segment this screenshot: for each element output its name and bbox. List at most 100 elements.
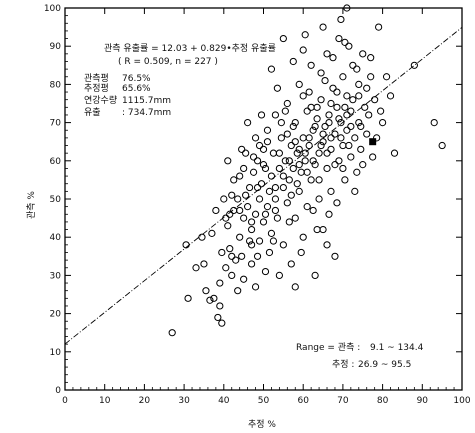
data-point	[261, 267, 270, 276]
data-point	[323, 50, 331, 58]
data-point	[224, 222, 232, 230]
data-point	[325, 210, 333, 218]
data-point	[208, 229, 216, 237]
data-point	[210, 294, 218, 302]
y-axis-label: 관측 %	[26, 191, 37, 219]
data-point	[323, 149, 331, 157]
data-point	[351, 187, 359, 195]
data-point	[309, 157, 317, 165]
data-point	[279, 241, 287, 249]
data-point	[331, 252, 339, 260]
y-tick-label: 40	[50, 233, 62, 243]
data-point	[382, 73, 391, 81]
data-point	[291, 283, 299, 291]
data-point	[236, 172, 244, 180]
data-point	[357, 145, 365, 153]
data-point	[303, 203, 311, 211]
data-point	[281, 157, 289, 165]
data-point	[230, 176, 238, 184]
data-point	[242, 149, 250, 157]
data-point	[305, 88, 313, 96]
data-point	[295, 80, 303, 89]
data-point	[323, 164, 331, 173]
data-point	[295, 161, 303, 169]
data-point	[386, 92, 395, 100]
data-point	[313, 115, 321, 123]
data-point	[301, 31, 309, 39]
data-point	[379, 119, 387, 127]
data-point	[168, 329, 176, 337]
data-point	[305, 141, 313, 150]
x-tick-label: 0	[62, 396, 68, 406]
data-points	[168, 4, 446, 337]
data-point	[279, 34, 287, 43]
data-point	[343, 4, 351, 12]
y-tick-label: 30	[50, 271, 62, 281]
y-tick-label: 0	[55, 386, 61, 396]
data-point	[275, 164, 283, 173]
data-point	[333, 199, 341, 207]
x-tick-label: 100	[453, 396, 470, 406]
data-point	[327, 134, 335, 142]
data-point	[317, 69, 325, 77]
data-point	[218, 248, 226, 257]
data-point	[375, 23, 383, 31]
data-point	[257, 180, 266, 188]
data-point	[299, 46, 307, 54]
data-point	[283, 199, 291, 207]
data-point	[253, 157, 262, 165]
data-point	[323, 241, 331, 249]
data-point	[246, 183, 254, 192]
data-point	[337, 134, 345, 142]
data-point	[289, 122, 297, 131]
data-point	[218, 319, 226, 327]
data-point	[361, 103, 369, 111]
data-point	[329, 84, 337, 92]
range-estimated-label: 추정 :	[332, 359, 354, 370]
data-point	[202, 287, 210, 295]
data-point	[273, 84, 281, 92]
data-point	[247, 241, 256, 249]
data-point	[377, 107, 385, 115]
x-tick-label: 30	[178, 396, 190, 406]
data-point	[295, 145, 303, 153]
data-point	[345, 42, 353, 50]
data-point	[367, 73, 375, 81]
data-point	[373, 134, 381, 142]
data-point	[311, 271, 319, 279]
data-point	[271, 206, 280, 215]
info-value-1: 65.6%	[122, 84, 151, 94]
data-point	[220, 195, 228, 203]
data-point	[353, 65, 361, 73]
data-point	[343, 111, 351, 119]
data-point	[255, 195, 264, 203]
data-point	[315, 195, 323, 203]
highlight-point	[369, 138, 377, 146]
data-point	[371, 96, 379, 104]
data-point	[240, 275, 248, 283]
stats-text: ( R = 0.509, n = 227 )	[118, 57, 218, 67]
data-point	[242, 191, 250, 199]
info-label-1: 추정평	[84, 83, 109, 94]
data-point	[253, 183, 262, 192]
y-tick-label: 70	[50, 119, 62, 129]
data-point	[365, 111, 373, 119]
data-point	[339, 141, 347, 150]
data-point	[265, 187, 274, 195]
data-point	[263, 203, 272, 211]
data-point	[192, 264, 200, 272]
data-point	[277, 134, 285, 142]
data-point	[291, 214, 299, 222]
data-point	[283, 99, 291, 108]
data-point	[267, 229, 276, 237]
data-point	[285, 218, 293, 226]
data-point	[303, 107, 311, 115]
data-point	[309, 126, 317, 134]
data-point	[293, 180, 301, 188]
data-point	[307, 103, 315, 111]
data-point	[265, 248, 274, 257]
data-point	[236, 206, 244, 215]
data-point	[355, 92, 363, 100]
data-point	[216, 302, 224, 310]
data-point	[234, 195, 242, 203]
